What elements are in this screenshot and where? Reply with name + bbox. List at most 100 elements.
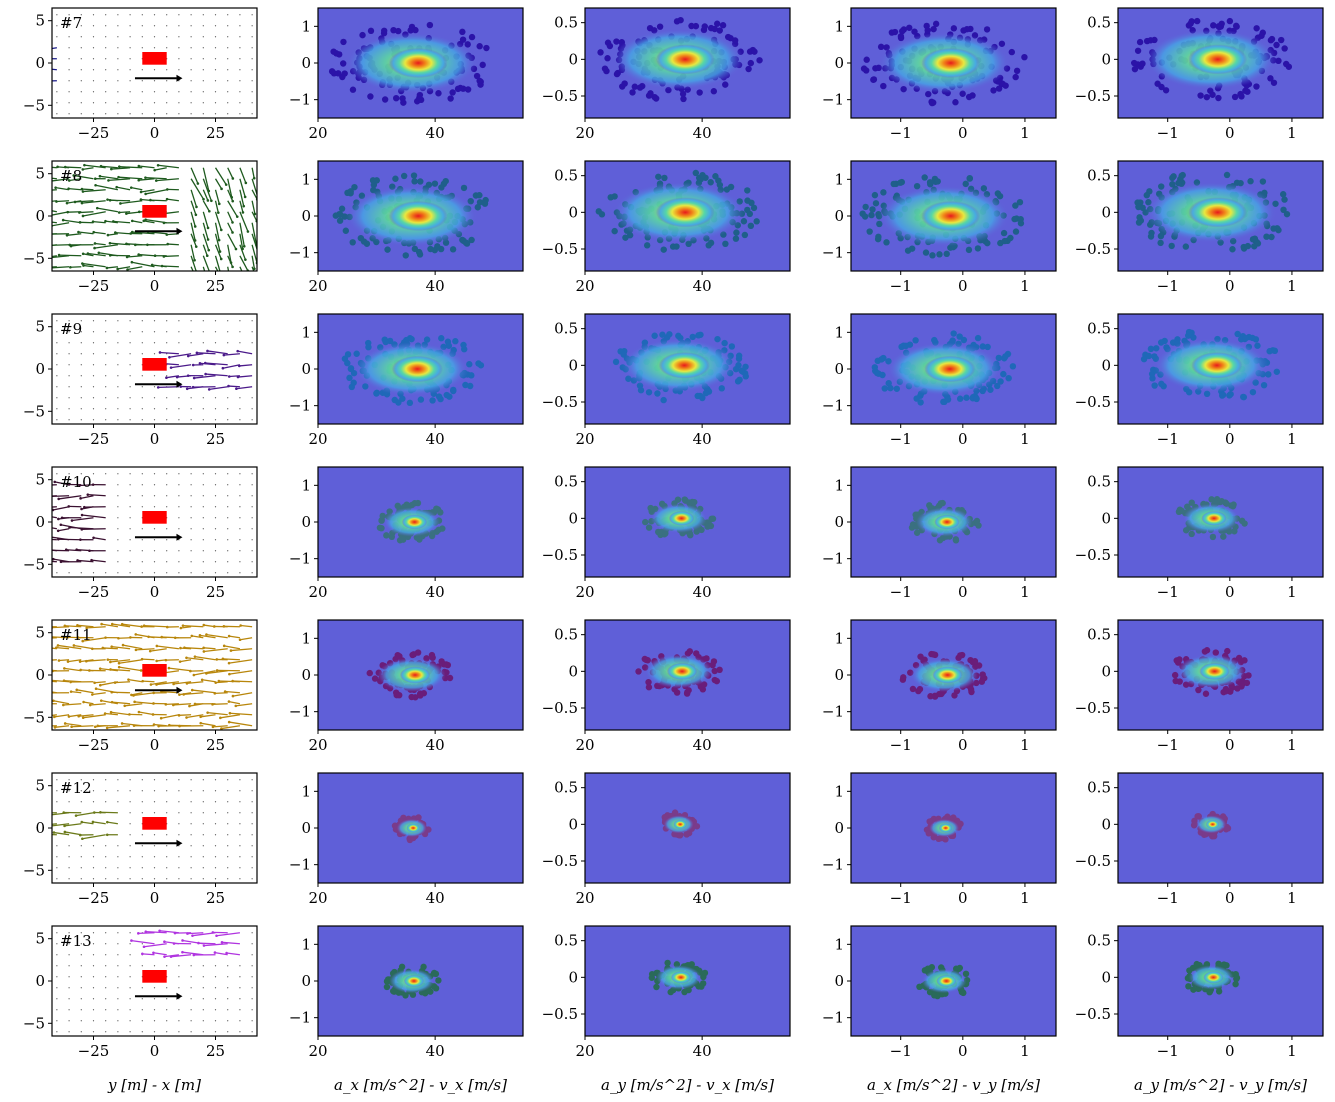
kde-contour-core <box>404 975 424 987</box>
quiver-arrowhead <box>66 211 69 214</box>
quiver-dot <box>215 834 216 835</box>
quiver-dot <box>252 14 253 15</box>
y-tick-label: 0 <box>301 666 311 684</box>
vehicle-box <box>142 970 166 983</box>
quiver-arrowhead <box>218 203 221 206</box>
scatter-point <box>674 18 680 24</box>
x-tick-label: 40 <box>426 1042 445 1060</box>
quiver-dot <box>117 80 118 81</box>
scatter-point <box>435 90 441 96</box>
quiver-arrowhead <box>205 633 208 636</box>
quiver-dot <box>227 484 228 485</box>
quiver-dot <box>68 102 69 103</box>
quiver-arrowhead <box>212 726 215 729</box>
quiver-arrowhead <box>90 559 93 562</box>
quiver-arrowhead <box>107 658 110 661</box>
scatter-point <box>348 188 354 194</box>
quiver-dot <box>93 47 94 48</box>
quiver-dot <box>227 572 228 573</box>
quiver-dot <box>239 58 240 59</box>
quiver-dot <box>56 943 57 944</box>
quiver-dot <box>166 25 167 26</box>
y-tick-label: 0.5 <box>554 779 578 797</box>
scatter-point <box>1168 243 1174 249</box>
quiver-dot <box>105 1009 106 1010</box>
quiver-dot <box>117 801 118 802</box>
quiver-dot <box>117 845 118 846</box>
quiver-dot <box>142 342 143 343</box>
quiver-dot <box>203 473 204 474</box>
scatter-point <box>412 246 418 252</box>
quiver-arrowhead <box>44 245 47 248</box>
scatter-point <box>1151 382 1157 388</box>
quiver-arrowhead <box>109 661 112 664</box>
y-tick-label: −0.5 <box>1075 699 1111 717</box>
scatter-point <box>1263 233 1269 239</box>
quiver-dot <box>191 779 192 780</box>
quiver-arrowhead <box>125 242 128 245</box>
scatter-point <box>742 232 748 238</box>
y-tick-label: −0.5 <box>1075 240 1111 258</box>
quiver-dot <box>93 954 94 955</box>
quiver-dot <box>129 484 130 485</box>
quiver-dot <box>68 113 69 114</box>
x-tick-label: 0 <box>1225 889 1235 907</box>
quiver-arrowhead <box>131 261 134 264</box>
quiver-dot <box>129 1031 130 1032</box>
quiver-dot <box>252 517 253 518</box>
x-tick-label: 0 <box>958 583 968 601</box>
scatter-point <box>1203 691 1209 697</box>
scatter-point <box>869 206 875 212</box>
quiver-dot <box>252 25 253 26</box>
scatter-point <box>1001 230 1007 236</box>
quiver-dot <box>227 823 228 824</box>
quiver-dot <box>203 965 204 966</box>
quiver-dot <box>178 976 179 977</box>
quiver-arrowhead <box>112 220 115 223</box>
x-tick-label: 0 <box>150 430 160 448</box>
quiver-arrowhead <box>92 536 95 539</box>
quiver-dot <box>68 353 69 354</box>
x-tick-label: 1 <box>1287 1042 1297 1060</box>
scatter-point <box>417 178 423 184</box>
panel-r2-c4: −1 0 1−101 <box>822 161 1056 295</box>
x-tick-label: 0 <box>1225 124 1235 142</box>
x-tick-label: 25 <box>206 124 225 142</box>
x-tick-label: −1 <box>890 430 912 448</box>
scatter-point <box>987 387 993 393</box>
quiver-dot <box>93 69 94 70</box>
quiver-arrowhead <box>67 187 70 190</box>
y-tick-label: 5 <box>35 165 45 183</box>
scatter-point <box>744 197 750 203</box>
quiver-dot <box>129 976 130 977</box>
panel-r7-c2: 20 40−101 <box>289 926 523 1060</box>
scatter-point <box>1252 235 1258 241</box>
quiver-dot <box>203 91 204 92</box>
quiver-arrowhead <box>257 252 260 255</box>
vehicle-box <box>142 205 166 218</box>
quiver-dot <box>154 539 155 540</box>
quiver-arrowhead <box>168 724 171 727</box>
x-tick-label: 1 <box>1020 277 1030 295</box>
panel-r7-c5: −1 0 1−0.500.5 <box>1075 926 1323 1060</box>
x-tick-label: 0 <box>150 736 160 754</box>
quiver-arrowhead <box>79 538 82 541</box>
y-tick-label: −1 <box>289 244 311 262</box>
quiver-dot <box>252 102 253 103</box>
quiver-dot <box>252 80 253 81</box>
x-tick-label: 20 <box>575 430 594 448</box>
quiver-dot <box>203 69 204 70</box>
quiver-dot <box>166 14 167 15</box>
scatter-point <box>953 537 959 543</box>
quiver-dot <box>178 91 179 92</box>
scatter-point <box>368 28 374 34</box>
quiver-dot <box>166 419 167 420</box>
scatter-point <box>1197 92 1203 98</box>
scatter-point <box>673 243 679 249</box>
scatter-point <box>891 181 897 187</box>
scatter-point <box>403 252 409 258</box>
quiver-dot <box>227 408 228 409</box>
kde-contour-core <box>1199 663 1229 680</box>
quiver-dot <box>117 965 118 966</box>
quiver-dot <box>93 867 94 868</box>
